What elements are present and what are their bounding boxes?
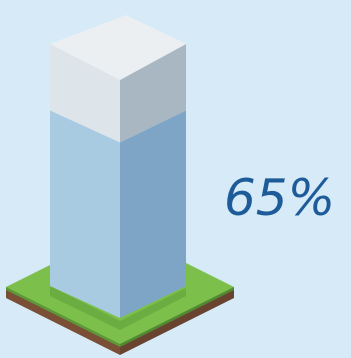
tower-bar <box>50 15 186 318</box>
tower-fill-side <box>120 110 186 318</box>
tower-fill-front <box>50 110 120 318</box>
percent-label: 65% <box>224 169 336 227</box>
tower-empty-side <box>120 44 186 143</box>
grass-edge-right <box>120 287 234 347</box>
tower-empty-front <box>50 44 120 143</box>
grass-edge-left <box>6 287 120 347</box>
tower-top-face <box>50 15 186 80</box>
tower-shadow <box>50 286 186 330</box>
